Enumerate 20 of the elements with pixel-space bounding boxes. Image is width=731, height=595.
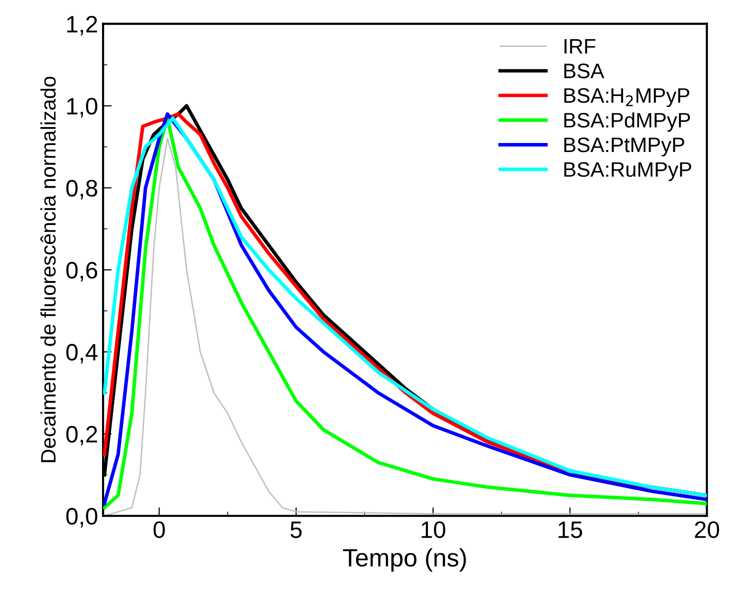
legend-label: BSA:PdMPyP [564, 112, 690, 132]
y-tick-label: 0,4 [66, 344, 98, 364]
y-axis-title: Decaimento de fluorescência normalizado [40, 76, 56, 462]
y-tick-label: 1,0 [67, 98, 98, 118]
y-tick-label: 0,6 [66, 262, 98, 282]
x-tick-label: 20 [694, 521, 720, 538]
y-tick-label: 0,8 [66, 180, 98, 200]
legend-label: BSA:RuMPyP [564, 162, 692, 181]
x-tick-label: 0 [154, 521, 165, 538]
y-tick-label: 1,2 [67, 16, 98, 36]
y-tick-label: 0,0 [66, 508, 98, 528]
legend-label: IRF [564, 39, 596, 54]
legend-label: BSA [564, 64, 604, 78]
x-tick-label: 10 [422, 521, 446, 538]
x-tick-label: 5 [290, 522, 302, 538]
x-tick-label: 15 [558, 522, 582, 538]
y-tick-label: 0,2 [66, 426, 98, 446]
x-axis-title: Tempo (ns) [343, 548, 466, 572]
legend-label: BSA:PtMPyP [564, 138, 684, 156]
legend-label: BSA:H$_{2}$MPyP [564, 88, 690, 108]
